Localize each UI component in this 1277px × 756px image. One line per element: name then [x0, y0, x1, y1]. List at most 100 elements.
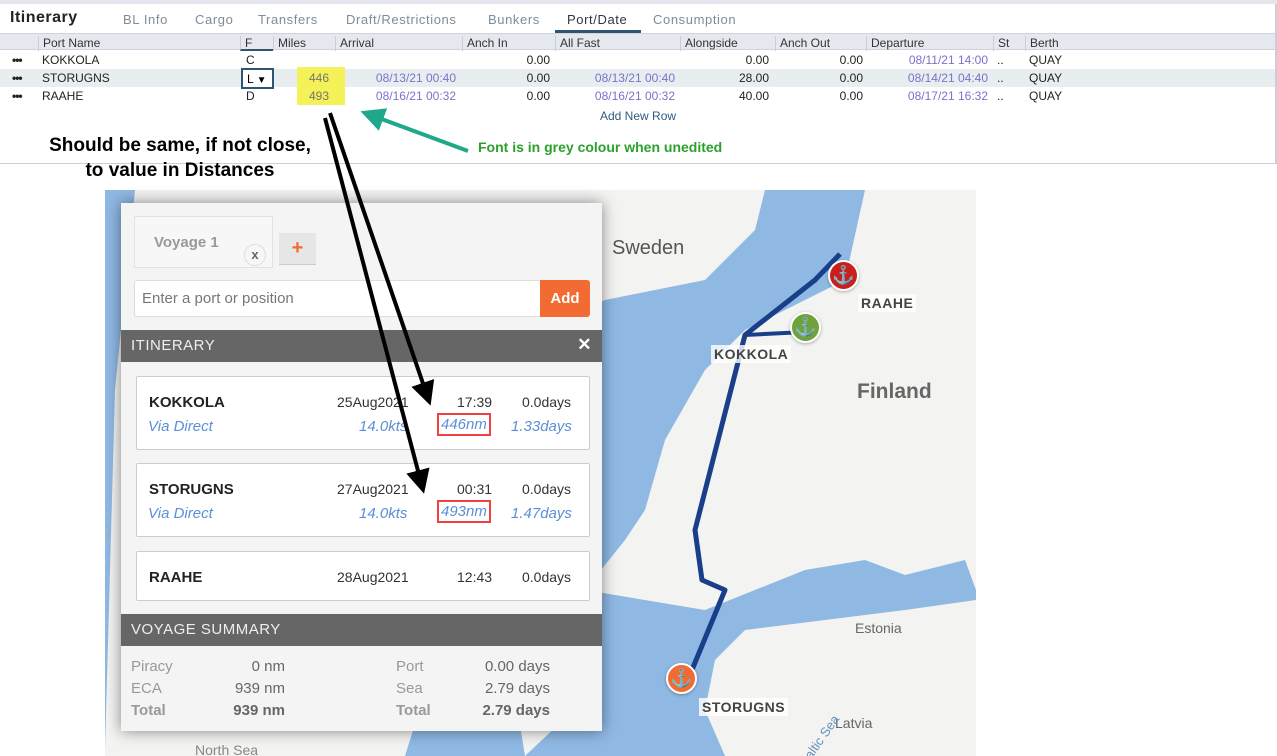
summary-port-label: Port — [396, 658, 424, 675]
cell-f[interactable]: C — [246, 53, 255, 67]
col-departure[interactable]: Departure — [866, 36, 993, 51]
close-icon[interactable]: ✕ — [577, 335, 592, 354]
summary-eca-label: ECA — [131, 680, 162, 697]
anchor-icon: ⚓ — [670, 668, 693, 688]
map-label-north-sea: North Sea — [195, 742, 259, 756]
summary-port-value: 0.00 days — [484, 658, 550, 675]
cell-arrival[interactable]: 08/13/21 00:40 — [375, 71, 456, 85]
col-alongside[interactable]: Alongside — [680, 36, 775, 51]
active-tab-indicator — [555, 30, 641, 33]
col-f[interactable]: F — [240, 36, 273, 51]
chevron-down-icon: ▼ — [256, 75, 267, 86]
row-menu-icon[interactable]: ••• — [12, 89, 23, 103]
voyage-tab[interactable]: Voyage 1 x — [134, 216, 273, 268]
cell-anch-in[interactable]: 0.00 — [526, 53, 550, 67]
leg-date: 25Aug2021 — [337, 394, 409, 410]
col-arrival[interactable]: Arrival — [335, 36, 462, 51]
col-miles[interactable]: Miles — [273, 36, 335, 51]
cell-port[interactable]: RAAHE — [42, 89, 84, 103]
add-new-row-link[interactable]: Add New Row — [600, 109, 677, 123]
col-st[interactable]: St — [993, 36, 1025, 51]
map-label-finland: Finland — [857, 380, 932, 403]
tab-draft-restrictions[interactable]: Draft/Restrictions — [346, 12, 457, 27]
cell-st[interactable]: .. — [997, 53, 1004, 67]
port-marker-kokkola[interactable]: ⚓ — [790, 312, 821, 343]
row-menu-icon[interactable]: ••• — [12, 53, 23, 67]
function-value: L — [247, 72, 254, 86]
summary-sea-value: 2.79 days — [484, 680, 550, 697]
cell-alongside[interactable]: 0.00 — [745, 53, 769, 67]
leg-time: 00:31 — [457, 481, 493, 497]
col-berth[interactable]: Berth — [1025, 36, 1275, 51]
cell-st[interactable]: .. — [997, 89, 1004, 103]
itinerary-section-header: ITINERARY ✕ — [121, 330, 602, 362]
tab-port-date[interactable]: Port/Date — [567, 12, 628, 27]
map-label-kokkola: KOKKOLA — [711, 345, 792, 363]
port-search-input[interactable]: Enter a port or position — [134, 280, 540, 317]
cell-anch-out[interactable]: 0.00 — [839, 71, 863, 85]
itinerary-leg-card[interactable]: RAAHE 28Aug2021 12:43 0.0days — [136, 551, 590, 601]
voyage-panel: Voyage 1 x + Enter a port or position Add… — [121, 203, 602, 731]
table-row[interactable]: ••• STORUGNS 446 08/13/21 00:40 0.00 08/13/21… — [0, 67, 1275, 87]
cell-departure[interactable]: 08/11/21 14:00 — [908, 53, 988, 67]
cell-berth[interactable]: QUAY — [1029, 53, 1063, 67]
row-menu-icon[interactable]: ••• — [12, 71, 23, 85]
cell-miles[interactable]: 446 — [297, 67, 345, 87]
cell-departure[interactable]: 08/17/21 16:32 — [907, 89, 988, 103]
port-marker-raahe[interactable]: ⚓ — [828, 260, 859, 291]
itinerary-leg-card[interactable]: KOKKOLA 25Aug2021 17:39 0.0days Via Direc… — [136, 376, 590, 450]
add-port-button[interactable]: Add — [540, 280, 590, 317]
cell-arrival[interactable]: 08/16/21 00:32 — [375, 89, 456, 103]
tab-bl-info[interactable]: BL Info — [123, 12, 168, 27]
cell-berth[interactable]: QUAY — [1029, 71, 1063, 85]
col-anch-in[interactable]: Anch In — [462, 36, 555, 51]
summary-total-days: 2.79 days — [482, 702, 550, 719]
function-dropdown[interactable]: L ▼ — [241, 68, 274, 89]
cell-departure[interactable]: 08/14/21 04:40 — [907, 71, 988, 85]
port-marker-storugns[interactable]: ⚓ — [666, 663, 697, 694]
cell-all-fast[interactable]: 08/13/21 00:40 — [594, 71, 675, 85]
cell-miles[interactable]: 493 — [297, 85, 345, 105]
leg-route-link[interactable]: Via Direct — [148, 418, 213, 435]
leg-sea-days: 1.33days — [511, 418, 572, 435]
table-row[interactable]: ••• RAAHE D 493 08/16/21 00:32 0.00 08/16/21 0… — [0, 85, 1275, 105]
leg-port: KOKKOLA — [149, 394, 225, 411]
table-row[interactable]: ••• KOKKOLA C 0.00 0.00 0.00 08/11/21 14:00.. Q… — [0, 51, 1275, 69]
cell-f[interactable]: D — [246, 89, 255, 103]
leg-port-days: 0.0 — [522, 569, 542, 585]
col-anch-out[interactable]: Anch Out — [775, 36, 866, 51]
voyage-tab-label: Voyage 1 — [154, 234, 219, 251]
leg-speed[interactable]: 14.0kts — [359, 505, 408, 522]
cell-all-fast[interactable]: 08/16/21 00:32 — [594, 89, 675, 103]
tab-transfers[interactable]: Transfers — [258, 12, 318, 27]
col-port-name[interactable]: Port Name — [38, 36, 240, 51]
leg-distance: 493nm — [437, 500, 491, 523]
cell-anch-in[interactable]: 0.00 — [526, 89, 550, 103]
summary-total-days-label: Total — [396, 702, 431, 719]
tab-bunkers[interactable]: Bunkers — [488, 12, 540, 27]
leg-port: RAAHE — [149, 569, 203, 586]
map-label-storugns: STORUGNS — [699, 698, 789, 716]
cell-anch-out[interactable]: 0.00 — [839, 89, 863, 103]
cell-st[interactable]: .. — [997, 71, 1004, 85]
col-all-fast[interactable]: All Fast — [555, 36, 680, 51]
itinerary-leg-card[interactable]: STORUGNS 27Aug2021 00:31 0.0days Via Dire… — [136, 463, 590, 537]
leg-port: STORUGNS — [149, 481, 234, 498]
close-voyage-button[interactable]: x — [244, 244, 266, 266]
top-strip — [0, 0, 1277, 4]
tab-consumption[interactable]: Consumption — [653, 12, 737, 27]
map-label-estonia: Estonia — [855, 620, 902, 636]
cell-anch-out[interactable]: 0.00 — [839, 53, 863, 67]
tab-cargo[interactable]: Cargo — [195, 12, 234, 27]
add-voyage-button[interactable]: + — [279, 233, 316, 265]
cell-port[interactable]: STORUGNS — [42, 71, 110, 85]
cell-port[interactable]: KOKKOLA — [42, 53, 100, 67]
leg-speed[interactable]: 14.0kts — [359, 418, 408, 435]
leg-route-link[interactable]: Via Direct — [148, 505, 213, 522]
leg-time: 12:43 — [457, 569, 493, 585]
cell-anch-in[interactable]: 0.00 — [526, 71, 550, 85]
cell-alongside[interactable]: 28.00 — [738, 71, 769, 85]
cell-alongside[interactable]: 40.00 — [738, 89, 769, 103]
leg-sea-days: 1.47days — [511, 505, 572, 522]
cell-berth[interactable]: QUAY — [1029, 89, 1063, 103]
